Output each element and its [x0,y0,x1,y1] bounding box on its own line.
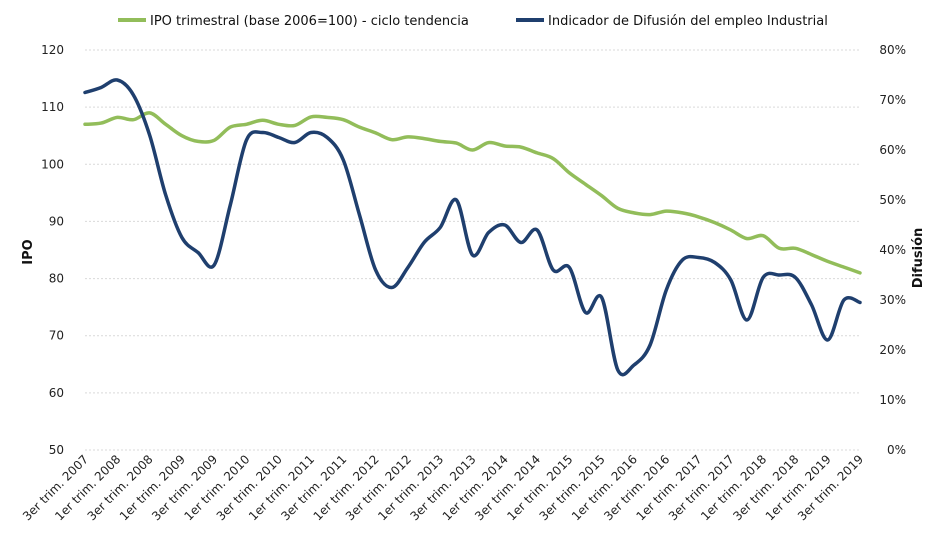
legend-label-ipo: IPO trimestral (base 2006=100) - ciclo t… [150,14,469,29]
y-left-tick-label: 120 [41,43,64,57]
y-left-tick-label: 100 [41,157,64,171]
legend: IPO trimestral (base 2006=100) - ciclo t… [118,14,828,29]
y-right-tick-label: 40% [879,243,906,257]
y-axis-right-ticks: 0% 10% 20% 30% 40% 50% 60% 70% 80% [879,43,906,457]
y-right-tick-label: 20% [879,343,906,357]
y-right-tick-label: 30% [879,293,906,307]
y-left-tick-label: 70 [49,329,64,343]
y-axis-left-ticks: 50 60 70 80 90 100 110 120 [41,43,64,457]
y-right-tick-label: 0% [887,443,906,457]
y-right-tick-label: 70% [879,93,906,107]
y-right-tick-label: 50% [879,193,906,207]
y-axis-left-title: IPO [21,239,36,264]
gridlines [85,49,860,451]
y-left-tick-label: 60 [49,386,64,400]
series-line-ipo [83,111,862,275]
y-axis-right-title: Difusión [911,228,926,289]
y-left-tick-label: 110 [41,100,64,114]
series-line-difusion [83,78,862,377]
y-right-tick-label: 10% [879,393,906,407]
y-left-tick-label: 50 [49,443,64,457]
series-lines [83,78,862,377]
legend-label-difusion: Indicador de Difusión del empleo Industr… [548,14,828,29]
y-left-tick-label: 90 [49,214,64,228]
y-right-tick-label: 60% [879,143,906,157]
y-left-tick-label: 80 [49,272,64,286]
y-right-tick-label: 80% [879,43,906,57]
